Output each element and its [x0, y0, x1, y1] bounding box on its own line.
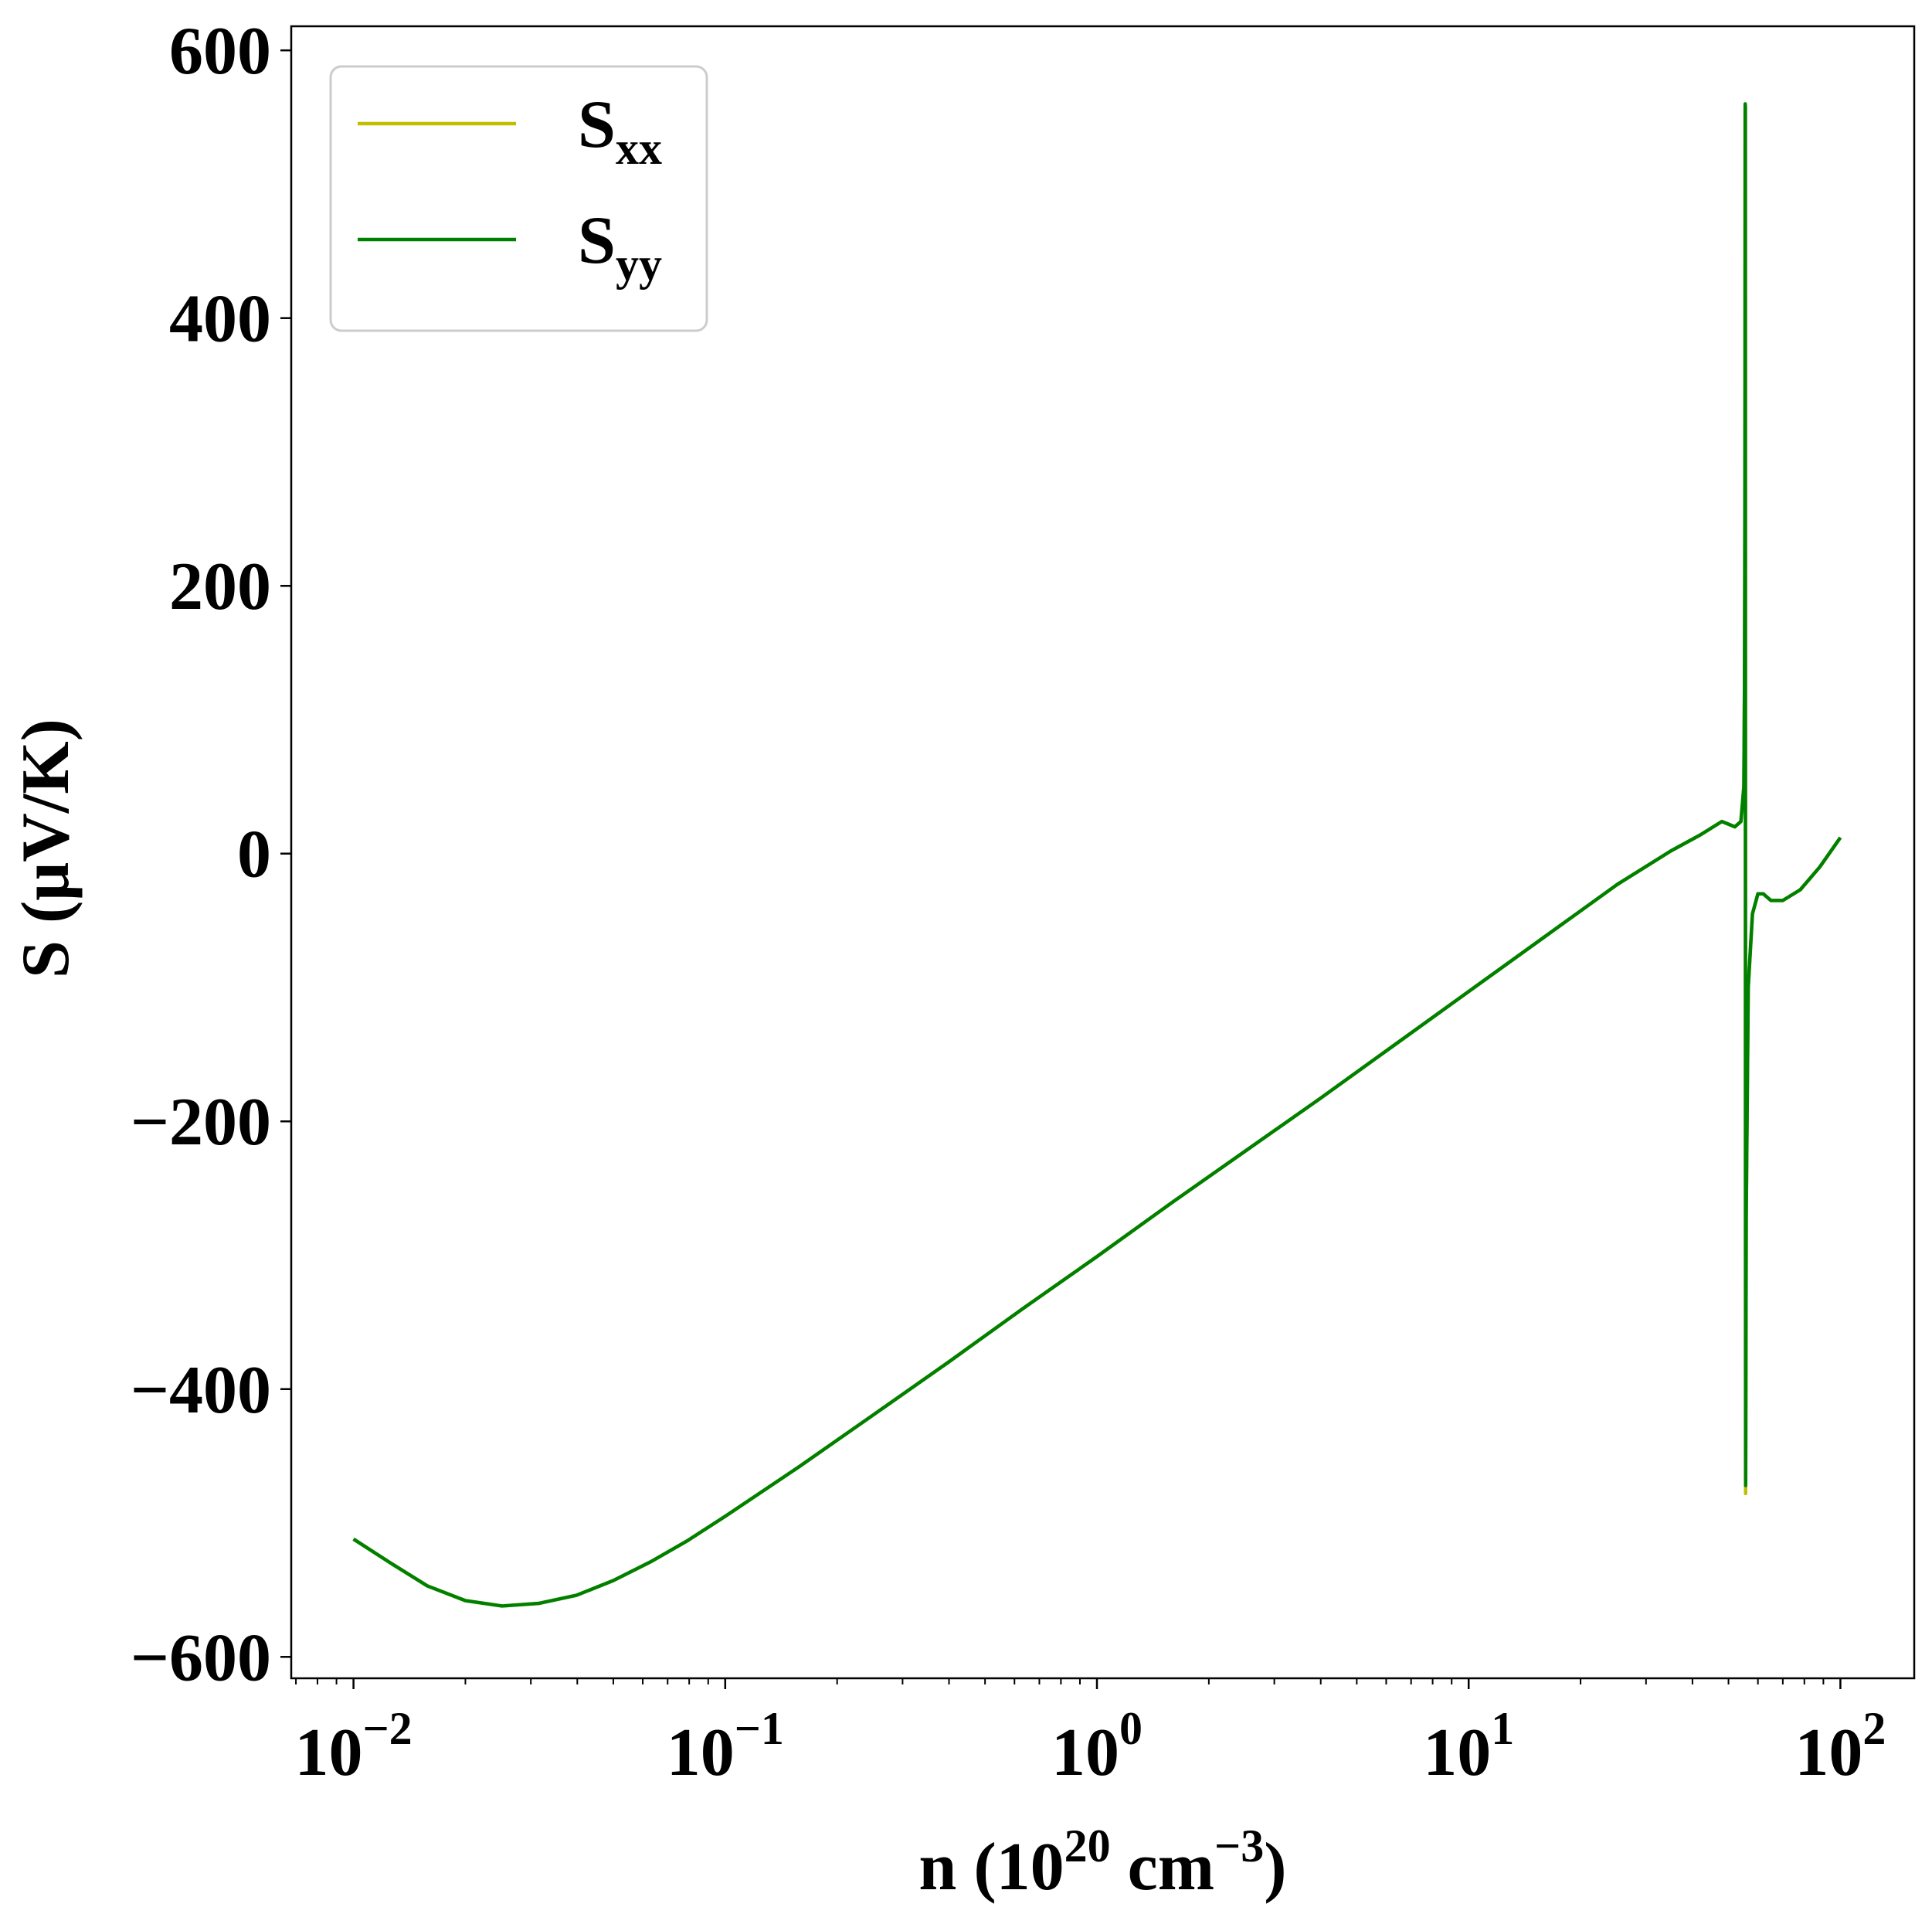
x-axis-title-mid: cm	[1111, 1830, 1214, 1905]
x-axis-title-prefix: n (10	[918, 1830, 1064, 1905]
plot-lines	[352, 102, 1842, 1608]
x-tick-label-base: 10	[294, 1715, 362, 1790]
legend-label-name: S	[578, 87, 616, 162]
legend-label-yy: Syy	[578, 203, 662, 290]
x-tick-label-base: 10	[667, 1715, 735, 1790]
x-tick-label-exponent: 0	[1119, 1703, 1143, 1754]
x-axis-title: n (1020 cm−3)	[918, 1820, 1286, 1905]
plot-frame	[290, 25, 1916, 1680]
x-tick-label-exponent: −2	[362, 1703, 412, 1754]
x-tick-label-base: 10	[1051, 1715, 1119, 1790]
y-tick-label: −600	[131, 1620, 271, 1695]
y-tick-label: 400	[169, 282, 271, 357]
x-axis-title-sup2: −3	[1214, 1820, 1264, 1871]
y-tick-label: 600	[169, 14, 271, 89]
y-tick-label: 200	[169, 549, 271, 624]
y-axis: 600 400 200 0 −200 −400 −600	[131, 14, 291, 1695]
y-tick-label: 0	[237, 818, 271, 892]
y-axis-title: S (μV/K)	[8, 719, 83, 978]
legend-label-name: S	[578, 203, 616, 278]
x-tick-label-base: 10	[1423, 1715, 1491, 1790]
x-tick-label: 10−1	[667, 1703, 784, 1790]
y-tick-label: −200	[131, 1085, 271, 1160]
x-tick-label-exponent: 1	[1491, 1703, 1514, 1754]
x-tick-label-exponent: −1	[735, 1703, 784, 1754]
legend-label-xx: Sxx	[578, 87, 662, 174]
x-axis-title-suffix: )	[1264, 1830, 1286, 1905]
x-axis-title-sup1: 20	[1064, 1820, 1111, 1871]
x-tick-label-exponent: 2	[1862, 1703, 1886, 1754]
x-axis: 10−2 10−1 100 101 102	[294, 1678, 1886, 1790]
x-tick-label: 100	[1051, 1703, 1143, 1790]
x-tick-label: 10−2	[294, 1703, 412, 1790]
series-line-yy	[352, 102, 1842, 1608]
y-tick-label: −400	[131, 1353, 271, 1428]
legend-label-subscript: xx	[616, 123, 662, 174]
x-tick-label-base: 10	[1794, 1715, 1862, 1790]
legend-label-subscript: yy	[616, 239, 662, 290]
legend-box	[329, 65, 708, 332]
x-tick-label: 102	[1794, 1703, 1886, 1790]
x-tick-label: 101	[1423, 1703, 1514, 1790]
